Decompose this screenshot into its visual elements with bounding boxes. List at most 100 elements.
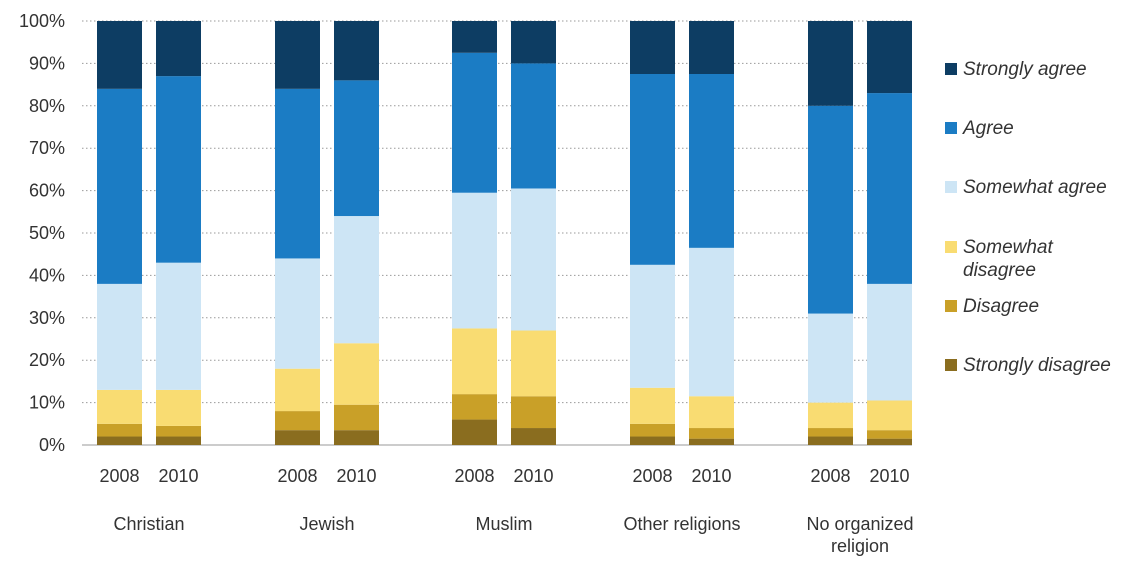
- bar-segment: [689, 21, 734, 74]
- bars: [97, 21, 912, 445]
- bar-segment: [630, 387, 675, 424]
- bar-segment: [689, 428, 734, 439]
- x-year-label: 2010: [336, 466, 376, 486]
- bar-segment: [156, 436, 201, 445]
- group-label: religion: [831, 536, 889, 556]
- y-tick-label: 100%: [19, 11, 65, 31]
- x-year-label: 2010: [691, 466, 731, 486]
- bar-segment: [689, 74, 734, 248]
- x-year-label: 2010: [158, 466, 198, 486]
- legend-label: Disagree: [963, 296, 1039, 317]
- y-tick-label: 10%: [29, 393, 65, 413]
- bar-segment: [97, 389, 142, 424]
- bar-segment: [630, 21, 675, 74]
- bar-segment: [511, 188, 556, 331]
- legend-label: Somewhat: [963, 237, 1053, 258]
- bar-segment: [452, 328, 497, 395]
- legend-swatch: [945, 241, 957, 253]
- bar-segment: [511, 21, 556, 64]
- bar-segment: [511, 396, 556, 429]
- bar-segment: [808, 105, 853, 314]
- bar-segment: [630, 423, 675, 437]
- bar-segment: [452, 52, 497, 193]
- x-year-label: 2008: [277, 466, 317, 486]
- bar-segment: [630, 436, 675, 445]
- legend-label: Agree: [962, 118, 1014, 139]
- legend-label: Strongly agree: [963, 59, 1087, 80]
- bar-segment: [511, 428, 556, 445]
- group-label: No organized: [806, 514, 913, 534]
- bar-segment: [97, 283, 142, 390]
- bar-segment: [334, 404, 379, 431]
- bar-segment: [808, 21, 853, 106]
- x-axis-labels: 2008 2010 Christian 2008 2010 Jewish 2008 2010 M…: [99, 466, 913, 556]
- y-tick-label: 70%: [29, 138, 65, 158]
- bar-segment: [97, 423, 142, 437]
- y-tick-label: 80%: [29, 96, 65, 116]
- group-label: Jewish: [299, 514, 354, 534]
- bar-segment: [867, 283, 912, 401]
- bar-segment: [334, 80, 379, 217]
- legend: Strongly agree Agree Somewhat agree Somewha…: [945, 59, 1111, 376]
- bar-segment: [275, 411, 320, 431]
- bar-segment: [867, 400, 912, 431]
- bar-segment: [630, 74, 675, 265]
- bar-segment: [275, 430, 320, 445]
- legend-swatch: [945, 63, 957, 75]
- bar-segment: [334, 430, 379, 445]
- legend-swatch: [945, 359, 957, 371]
- bar-segment: [452, 394, 497, 420]
- bar-segment: [630, 264, 675, 388]
- bar-segment: [808, 313, 853, 403]
- bar-segment: [452, 192, 497, 329]
- y-tick-label: 40%: [29, 265, 65, 285]
- bar-segment: [511, 330, 556, 397]
- bar-segment: [334, 216, 379, 344]
- group-label: Muslim: [476, 514, 533, 534]
- y-tick-label: 60%: [29, 181, 65, 201]
- bar-segment: [156, 262, 201, 390]
- legend-swatch: [945, 300, 957, 312]
- bar-segment: [156, 389, 201, 426]
- x-year-label: 2008: [810, 466, 850, 486]
- bar-segment: [808, 402, 853, 429]
- bar-segment: [689, 396, 734, 429]
- legend-swatch: [945, 181, 957, 193]
- bar-segment: [867, 21, 912, 94]
- bar-segment: [97, 436, 142, 445]
- bar-segment: [334, 21, 379, 81]
- bar-segment: [689, 247, 734, 397]
- bar-segment: [452, 21, 497, 53]
- bar-segment: [452, 419, 497, 445]
- x-year-label: 2008: [454, 466, 494, 486]
- x-year-label: 2010: [513, 466, 553, 486]
- bar-segment: [97, 88, 142, 284]
- y-tick-label: 90%: [29, 53, 65, 73]
- y-axis-ticks: 0% 10% 20% 30% 40% 50% 60% 70% 80% 90% 100%: [19, 11, 65, 455]
- bar-segment: [156, 76, 201, 263]
- y-tick-label: 0%: [39, 435, 65, 455]
- bar-segment: [334, 343, 379, 405]
- x-year-label: 2008: [99, 466, 139, 486]
- bar-segment: [97, 21, 142, 89]
- y-tick-label: 20%: [29, 350, 65, 370]
- group-label: Christian: [113, 514, 184, 534]
- legend-label: disagree: [963, 260, 1036, 281]
- bar-segment: [156, 21, 201, 77]
- bar-segment: [275, 258, 320, 369]
- legend-label: Strongly disagree: [963, 355, 1111, 376]
- y-tick-label: 50%: [29, 223, 65, 243]
- bar-segment: [689, 438, 734, 445]
- bar-segment: [275, 88, 320, 259]
- bar-segment: [275, 21, 320, 89]
- bar-segment: [275, 368, 320, 412]
- bar-segment: [511, 63, 556, 189]
- x-year-label: 2010: [869, 466, 909, 486]
- legend-swatch: [945, 122, 957, 134]
- y-tick-label: 30%: [29, 308, 65, 328]
- bar-segment: [867, 93, 912, 284]
- legend-label: Somewhat agree: [963, 177, 1107, 198]
- x-year-label: 2008: [632, 466, 672, 486]
- bar-segment: [156, 425, 201, 437]
